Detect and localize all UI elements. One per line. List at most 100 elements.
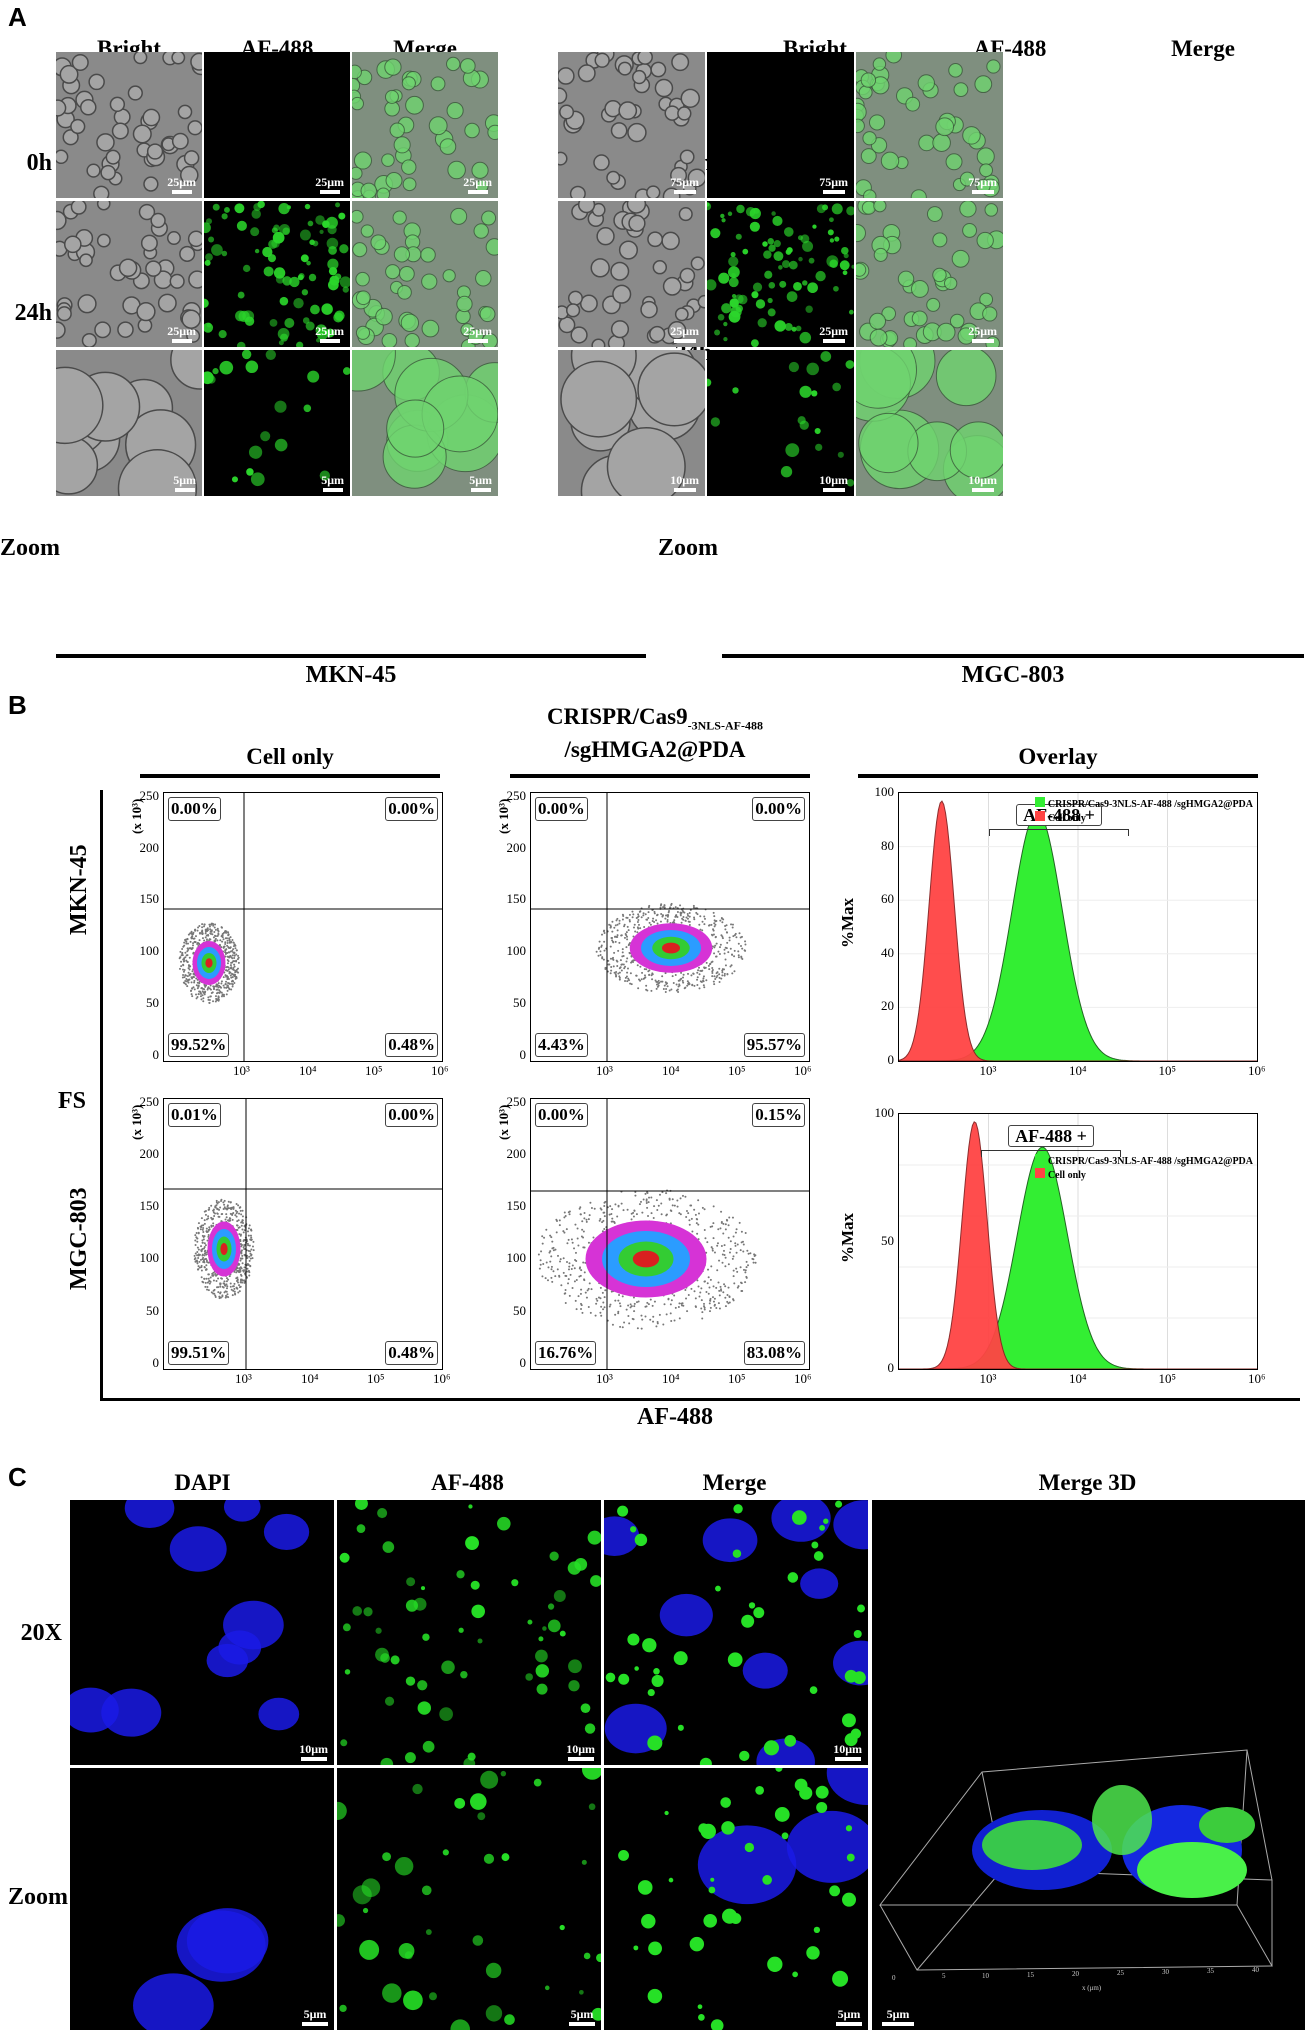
crispr-line1: CRISPR/Cas9 <box>547 704 688 729</box>
x-tick-label: 10⁴ <box>301 1371 319 1386</box>
x-tick-label: 10⁴ <box>299 1063 317 1078</box>
y-tick-label: 50 <box>146 994 159 1010</box>
y-tick-label: 80 <box>881 837 894 853</box>
quadrant-percent: 83.08% <box>743 1341 805 1365</box>
y-tick-label: 100 <box>874 1105 895 1120</box>
mkn45-image-r2-c0: 5μm <box>56 350 202 496</box>
x-tick-label: 10³ <box>979 1371 997 1386</box>
y-multiplier: (x 10³) <box>496 1104 511 1140</box>
x-tick-label: 10⁵ <box>728 1371 746 1386</box>
fs-label: FS <box>58 1088 87 1114</box>
quadrant-percent: 95.57% <box>743 1033 805 1057</box>
x-tick-label: 10⁴ <box>1069 1063 1087 1078</box>
scale-bar: 10μm <box>819 474 848 492</box>
svg-text:35: 35 <box>1207 1967 1215 1975</box>
mkn45-image-r1-c0: 25μm <box>56 201 202 347</box>
quadrant-percent: 99.51% <box>168 1341 230 1365</box>
scale-bar-label: 5μm <box>173 473 196 487</box>
panel-c-letter: C <box>8 1462 27 1492</box>
3d-cell-cloud <box>972 1785 1255 1898</box>
mkn45-image-r0-c0: 25μm <box>56 52 202 198</box>
cell-line-bar-right <box>722 654 1304 658</box>
scale-bar: 5μm <box>836 2008 862 2026</box>
x-tick-label: 10⁵ <box>1158 1063 1177 1078</box>
x-tick-label: 10³ <box>596 1371 613 1386</box>
col-label-dapi: DAPI <box>174 1470 231 1495</box>
scatter-mkn45-crispr: 0.00% 0.00% 4.43% 95.57% <box>530 792 810 1062</box>
svg-text:x (μm): x (μm) <box>1082 1984 1102 1992</box>
svg-text:40: 40 <box>1252 1966 1260 1974</box>
scale-bar: 25μm <box>315 325 344 343</box>
scale-bar: 25μm <box>670 325 699 343</box>
x-tick-label: 10⁵ <box>365 1063 383 1078</box>
panel-c-image-r0-c0: 10μm <box>70 1500 334 1765</box>
scale-bar: 5μm <box>569 2008 595 2026</box>
x-tick-label: 10³ <box>233 1063 250 1078</box>
col-label-af488-c: AF-488 <box>431 1470 504 1495</box>
scale-bar-label: 10μm <box>566 1742 595 1756</box>
y-tick-label: 250 <box>139 1094 160 1109</box>
scale-bar: 25μm <box>819 325 848 343</box>
y-tick-label: 150 <box>139 1198 160 1214</box>
scale-bar-label: 25μm <box>315 324 344 338</box>
row-label-zoom-c: Zoom <box>8 1884 68 1910</box>
crispr-sub: -3NLS-AF-488 <box>687 718 763 733</box>
bracket-vertical <box>100 790 103 1400</box>
col-label-merge3d: Merge 3D <box>1038 1470 1137 1495</box>
scale-bar: 10μm <box>968 474 997 492</box>
panel-c-image-r1-c2: 5μm <box>604 1768 868 2030</box>
scale-bar: 5μm <box>302 2008 328 2026</box>
quadrant-percent: 4.43% <box>535 1033 588 1057</box>
scale-bar-label: 25μm <box>819 324 848 338</box>
legend-item-crispr: CRISPR/Cas9-3NLS-AF-488 /sgHMGA2@PDA <box>1034 1154 1253 1168</box>
y-tick-label: 60 <box>881 891 894 907</box>
x-tick-label: 10⁶ <box>1248 1063 1266 1078</box>
scale-bar: 25μm <box>167 176 196 194</box>
y-tick-label: 0 <box>519 1046 527 1062</box>
x-tick-label: 10⁶ <box>433 1371 451 1386</box>
x-tick-label: 10⁵ <box>367 1371 385 1386</box>
scale-bar-label: 75μm <box>819 175 848 189</box>
scale-bar-label: 5μm <box>837 2007 861 2021</box>
y-tick-label: 50 <box>146 1302 159 1318</box>
mkn45-image-r2-c1: 5μm <box>204 350 350 496</box>
y-tick-label: 200 <box>139 1146 160 1162</box>
quadrant-percent: 0.00% <box>168 797 221 821</box>
panel-c-image-r1-c0: 5μm <box>70 1768 334 2030</box>
x-tick-label: 10⁶ <box>794 1371 812 1386</box>
scale-bar-label: 75μm <box>968 175 997 189</box>
mkn45-image-r1-c2: 25μm <box>352 201 498 347</box>
quadrant-percent: 0.15% <box>752 1103 805 1127</box>
mkn45-image-r0-c1: 25μm <box>204 52 350 198</box>
y-tick-label: 100 <box>139 943 160 959</box>
y-tick-label: 0 <box>519 1354 527 1370</box>
3d-axis-ticks: 0 5 10 15 20 25 30 35 40 x (μm) <box>892 1966 1260 1992</box>
col-bar-overlay <box>858 774 1258 778</box>
scale-bar-label: 10μm <box>670 473 699 487</box>
merge-3d-image: 0 5 10 15 20 25 30 35 40 x (μm) 5μm <box>872 1500 1305 2030</box>
scale-bar-label: 25μm <box>463 324 492 338</box>
scale-bar: 10μm <box>299 1743 328 1761</box>
row-label-mgc803: MGC-803 <box>66 1187 92 1290</box>
mkn45-image-r2-c2: 5μm <box>352 350 498 496</box>
quadrant-percent: 0.00% <box>752 797 805 821</box>
y-tick-label: 150 <box>506 1198 527 1214</box>
svg-text:20: 20 <box>1072 1970 1080 1978</box>
col-label-merge-c: Merge <box>702 1470 767 1495</box>
panel-b-letter: B <box>8 690 27 720</box>
svg-text:10: 10 <box>982 1972 990 1980</box>
scale-bar-label: 25μm <box>670 324 699 338</box>
scale-bar: 10μm <box>833 1743 862 1761</box>
scalebar-3d-label: 5μm <box>886 2007 910 2021</box>
x-tick-label: 10⁴ <box>662 1063 680 1078</box>
y-tick-label: 200 <box>506 1146 527 1162</box>
row-label-zoom-right: Zoom <box>658 535 718 561</box>
cell-line-label-mkn45: MKN-45 <box>305 662 397 688</box>
histogram-cell-only <box>899 1121 1257 1369</box>
legend-item-cell-only: Cell only <box>1034 1168 1253 1182</box>
scale-bar: 10μm <box>566 1743 595 1761</box>
y-tick-label: 50 <box>513 1302 526 1318</box>
quadrant-percent: 0.00% <box>535 1103 588 1127</box>
panel-a-letter: A <box>8 2 27 32</box>
scale-bar-label: 10μm <box>819 473 848 487</box>
